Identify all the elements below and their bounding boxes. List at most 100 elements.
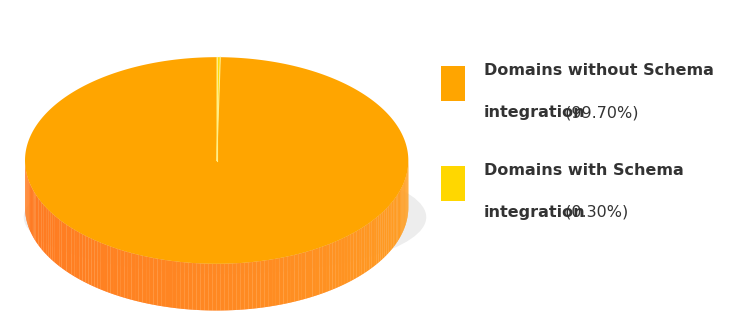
Polygon shape <box>339 239 342 287</box>
Polygon shape <box>382 210 385 259</box>
Polygon shape <box>154 258 158 306</box>
Polygon shape <box>329 243 332 291</box>
Polygon shape <box>158 259 161 306</box>
Polygon shape <box>380 212 382 261</box>
Polygon shape <box>131 253 135 301</box>
Polygon shape <box>118 249 121 297</box>
Polygon shape <box>298 253 302 301</box>
Polygon shape <box>345 236 348 284</box>
Polygon shape <box>80 233 82 281</box>
Polygon shape <box>59 220 62 268</box>
Polygon shape <box>295 254 298 301</box>
Polygon shape <box>142 256 146 303</box>
Polygon shape <box>169 261 173 308</box>
Polygon shape <box>34 192 36 241</box>
Polygon shape <box>88 237 92 285</box>
Polygon shape <box>193 263 196 310</box>
Polygon shape <box>40 201 41 249</box>
Polygon shape <box>110 247 114 294</box>
Polygon shape <box>217 57 220 160</box>
Polygon shape <box>67 225 69 273</box>
Polygon shape <box>356 230 359 278</box>
Polygon shape <box>276 258 280 306</box>
Polygon shape <box>369 221 372 270</box>
Polygon shape <box>232 263 237 310</box>
Polygon shape <box>189 263 193 310</box>
Polygon shape <box>332 241 336 290</box>
Polygon shape <box>401 186 402 235</box>
Polygon shape <box>253 262 257 309</box>
Polygon shape <box>336 240 339 288</box>
Polygon shape <box>287 256 291 303</box>
Polygon shape <box>256 261 260 308</box>
Text: Domains with Schema: Domains with Schema <box>484 163 683 178</box>
Polygon shape <box>388 204 390 253</box>
Polygon shape <box>46 208 49 257</box>
Polygon shape <box>386 206 388 255</box>
Polygon shape <box>205 264 209 310</box>
Polygon shape <box>44 204 45 253</box>
Polygon shape <box>398 192 399 241</box>
Polygon shape <box>165 260 169 307</box>
Polygon shape <box>385 208 386 257</box>
Polygon shape <box>92 239 94 287</box>
Polygon shape <box>29 182 30 231</box>
Polygon shape <box>322 245 326 293</box>
Polygon shape <box>201 264 205 310</box>
Polygon shape <box>364 225 367 273</box>
Polygon shape <box>394 196 396 245</box>
Polygon shape <box>359 228 362 276</box>
Polygon shape <box>181 262 184 309</box>
Polygon shape <box>69 226 71 275</box>
Polygon shape <box>161 259 165 307</box>
Polygon shape <box>49 210 51 259</box>
Polygon shape <box>379 214 380 263</box>
Polygon shape <box>64 223 67 271</box>
Ellipse shape <box>24 160 426 274</box>
Polygon shape <box>177 262 181 309</box>
Polygon shape <box>139 255 142 302</box>
Polygon shape <box>220 264 225 310</box>
Polygon shape <box>353 231 356 280</box>
Polygon shape <box>33 190 34 239</box>
Polygon shape <box>98 241 100 290</box>
FancyBboxPatch shape <box>441 166 465 201</box>
Polygon shape <box>74 230 77 278</box>
Polygon shape <box>100 243 104 291</box>
Polygon shape <box>94 240 98 288</box>
Polygon shape <box>367 223 369 271</box>
Polygon shape <box>71 228 74 276</box>
Polygon shape <box>45 206 46 255</box>
Text: Domains without Schema: Domains without Schema <box>484 64 714 78</box>
Polygon shape <box>260 261 264 308</box>
Polygon shape <box>237 263 241 310</box>
Text: (0.30%): (0.30%) <box>560 205 628 220</box>
Polygon shape <box>390 203 392 251</box>
FancyBboxPatch shape <box>441 66 465 101</box>
Polygon shape <box>291 255 295 302</box>
Polygon shape <box>146 256 150 304</box>
Polygon shape <box>225 264 229 310</box>
Polygon shape <box>135 254 139 301</box>
Polygon shape <box>392 201 393 249</box>
Polygon shape <box>396 195 398 243</box>
Polygon shape <box>150 257 154 305</box>
Polygon shape <box>82 234 86 282</box>
Polygon shape <box>376 216 379 265</box>
Polygon shape <box>374 218 376 266</box>
Polygon shape <box>399 190 400 239</box>
Polygon shape <box>114 248 118 296</box>
Polygon shape <box>320 247 322 294</box>
Polygon shape <box>121 250 124 298</box>
Polygon shape <box>36 195 37 243</box>
Polygon shape <box>313 249 316 297</box>
Polygon shape <box>244 262 249 309</box>
Polygon shape <box>128 252 131 300</box>
Polygon shape <box>77 231 80 280</box>
Polygon shape <box>348 234 351 282</box>
Polygon shape <box>37 196 38 245</box>
Polygon shape <box>249 262 253 309</box>
Polygon shape <box>184 262 189 309</box>
Polygon shape <box>272 259 276 306</box>
Polygon shape <box>305 251 309 299</box>
